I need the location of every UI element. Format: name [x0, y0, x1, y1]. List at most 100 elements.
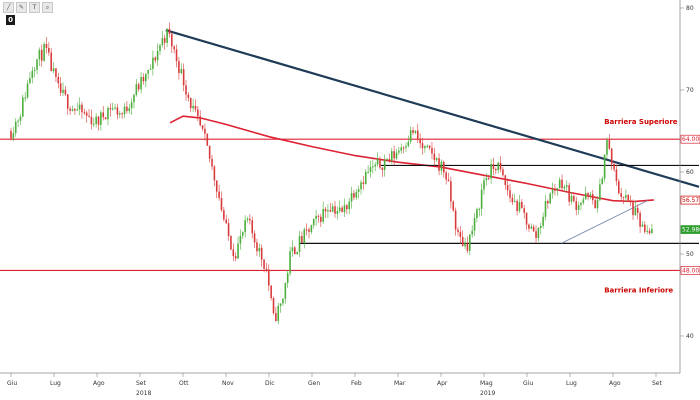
candle-body [419, 139, 421, 144]
candle-body [442, 161, 445, 173]
candle-body [71, 109, 74, 111]
current-price-tag [680, 225, 700, 234]
candle-body [251, 220, 254, 234]
candle-body [648, 230, 651, 234]
candle-body [554, 189, 556, 191]
x-tick-label: Feb [351, 380, 362, 387]
candle-body [232, 249, 235, 257]
candle-body [213, 166, 216, 181]
candle-body [414, 130, 417, 133]
candle-body [258, 247, 261, 252]
candle-body [350, 193, 353, 202]
plot-background [0, 0, 680, 370]
candle-body [331, 206, 334, 212]
candle-body [364, 172, 367, 185]
candle-body [74, 109, 76, 111]
line-tool-icon[interactable]: ╱ [3, 2, 14, 13]
candle-body [568, 185, 570, 202]
candle-body [152, 57, 154, 69]
candle-body [599, 184, 601, 201]
moving-average-line [169, 115, 654, 203]
candle-body [530, 226, 533, 229]
candle-body [622, 196, 625, 198]
candle-body [466, 243, 469, 251]
candle-body [608, 140, 611, 149]
candle-body [220, 198, 223, 211]
candle-body [237, 243, 239, 259]
candle-body [620, 193, 622, 197]
barrier-annotation: Barriera Inferiore [604, 286, 673, 294]
candle-body [317, 215, 320, 217]
candle-body [227, 223, 230, 237]
candle-body [400, 147, 403, 151]
candle-body [485, 178, 488, 181]
candle-body [296, 251, 298, 255]
candle-body [50, 52, 53, 72]
candle-body [438, 158, 440, 171]
candle-body [457, 229, 459, 233]
candle-body [610, 148, 613, 164]
candle-body [241, 232, 244, 236]
candle-body [265, 268, 268, 270]
candle-body [166, 28, 168, 43]
pencil-icon[interactable]: ✎ [16, 2, 27, 13]
candle-body [109, 108, 112, 110]
candle-body [320, 216, 322, 222]
candle-body [632, 202, 634, 216]
candle-body [142, 76, 145, 82]
candle-body [180, 69, 183, 74]
zoom-icon[interactable]: ⌕ [42, 2, 53, 13]
candle-body [239, 235, 242, 244]
candle-body [201, 125, 204, 129]
x-tick-label: Lug [50, 380, 61, 387]
candle-body [511, 197, 514, 203]
candle-body [291, 247, 294, 252]
candle-body [137, 84, 140, 90]
candle-body [338, 207, 341, 212]
candle-body [10, 131, 12, 139]
candle-body [367, 171, 369, 173]
candle-body [14, 121, 17, 134]
candle-body [513, 200, 516, 203]
candle-body [424, 146, 426, 149]
candle-body [327, 210, 329, 212]
candle-body [613, 163, 615, 170]
candle-body [447, 179, 450, 182]
candle-body [563, 186, 566, 189]
level-price-label: 48.0000 [682, 267, 700, 274]
current-price-label: 52.9800 [682, 227, 700, 234]
candle-body [107, 108, 109, 120]
candle-body [589, 194, 592, 196]
candle-body [33, 69, 36, 71]
counter-badge: 0 [6, 15, 15, 25]
text-tool-icon[interactable]: T [29, 2, 40, 13]
candle-body [12, 133, 15, 139]
candle-body [88, 115, 90, 117]
candle-body [651, 229, 653, 234]
candle-body [145, 73, 147, 82]
candle-body [584, 192, 587, 200]
candle-body [506, 185, 509, 191]
candle-body [272, 298, 275, 314]
candle-body [64, 89, 67, 95]
candle-body [575, 201, 578, 210]
barrier-annotation: Barriera Superiore [604, 118, 678, 126]
candle-body [523, 208, 526, 213]
candle-body [388, 158, 391, 161]
candle-body [343, 205, 346, 213]
candle-body [140, 76, 142, 90]
candle-body [539, 225, 542, 229]
candle-body [556, 188, 559, 190]
candle-body [22, 97, 24, 117]
candle-body [495, 169, 497, 171]
candle-body [69, 108, 71, 111]
candle-body [26, 83, 29, 98]
candle-body [118, 113, 121, 115]
candle-body [178, 61, 180, 74]
candle-body [476, 209, 478, 219]
candle-body [76, 109, 79, 111]
candle-body [426, 145, 429, 147]
candle-body [324, 208, 327, 212]
candle-body [629, 200, 632, 203]
